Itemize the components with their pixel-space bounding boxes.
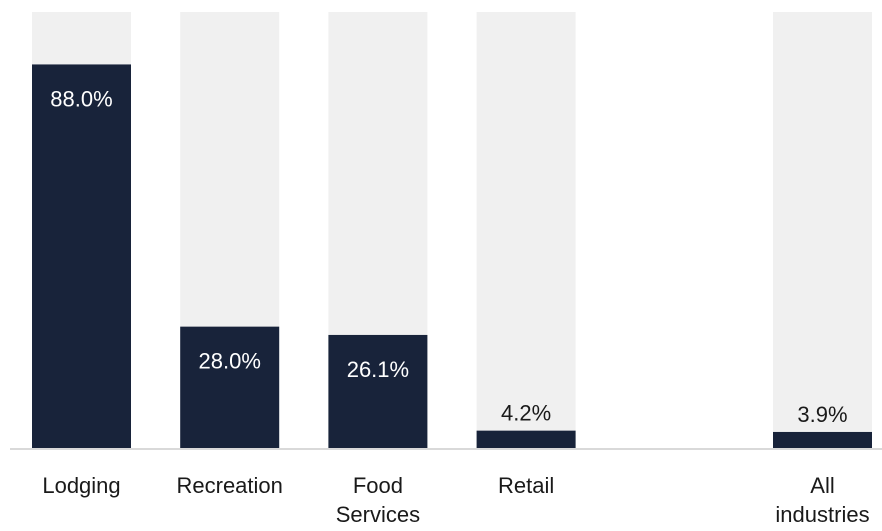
category-label-retail: Retail [498,473,554,498]
category-label-all-industries: All industries [775,473,869,527]
category-label-recreation: Recreation [177,473,283,498]
data-label-recreation: 28.0% [199,349,261,374]
bar-track-retail [476,12,576,449]
data-label-food-services: 26.1% [347,357,409,382]
data-label-retail: 4.2% [501,401,551,426]
bar-recreation [180,326,280,449]
bar-lodging [32,64,131,449]
data-label-all-industries: 3.9% [797,402,847,427]
bars-group [32,12,872,449]
data-label-lodging: 88.0% [50,86,112,111]
bar-all-industries [773,431,872,449]
category-label-lodging: Lodging [42,473,120,498]
bar-retail [476,430,576,449]
labels-group: 88.0% Lodging 28.0% Recreation 26.1% Food Serv… [42,86,869,527]
bar-track-all-industries [773,12,872,449]
bar-food-services [328,334,428,449]
category-label-food-services: Food Services [336,473,420,527]
